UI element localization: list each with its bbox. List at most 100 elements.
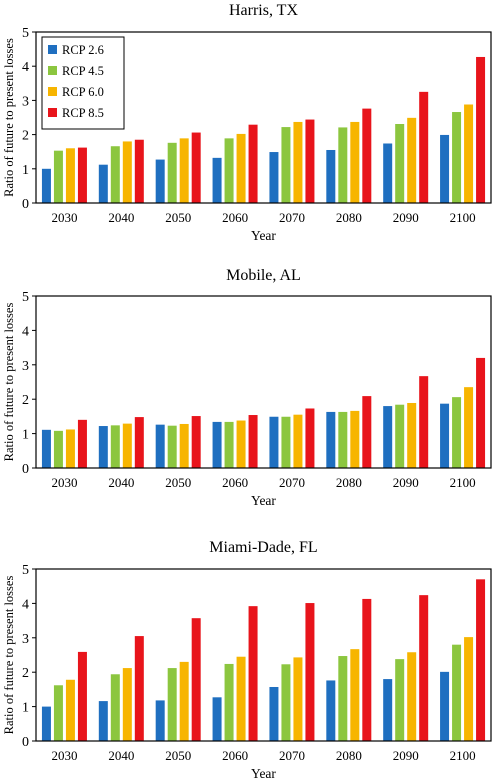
x-tick-label: 2040 <box>108 475 134 490</box>
x-tick-label: 2070 <box>279 210 305 225</box>
bar-rcp-4-5-2040 <box>110 674 120 741</box>
y-tick-label: 4 <box>22 60 29 75</box>
bar-rcp-2-6-2040 <box>98 701 108 741</box>
bar-rcp-6-0-2050 <box>179 138 189 203</box>
bar-rcp-2-6-2050 <box>155 700 165 741</box>
x-tick-label: 2100 <box>450 475 476 490</box>
y-tick-label: 5 <box>22 290 29 305</box>
bar-rcp-8-5-2030 <box>77 419 87 468</box>
bar-rcp-4-5-2100 <box>452 644 462 741</box>
bar-rcp-4-5-2050 <box>167 142 177 203</box>
x-tick-label: 2040 <box>108 748 134 763</box>
bar-rcp-2-6-2080 <box>326 149 336 203</box>
legend-swatch <box>48 45 57 54</box>
y-tick-label: 3 <box>22 632 29 647</box>
bar-rcp-2-6-2100 <box>440 403 450 468</box>
bar-rcp-8-5-2090 <box>419 595 429 741</box>
bar-rcp-2-6-2040 <box>98 426 108 468</box>
bar-rcp-6-0-2060 <box>236 133 246 203</box>
bar-rcp-2-6-2060 <box>212 697 222 741</box>
x-tick-label: 2070 <box>279 748 305 763</box>
x-tick-label: 2040 <box>108 210 134 225</box>
bar-rcp-6-0-2070 <box>293 657 303 741</box>
bar-rcp-4-5-2050 <box>167 425 177 468</box>
bar-rcp-8-5-2050 <box>191 618 201 741</box>
y-tick-label: 2 <box>22 393 29 408</box>
y-tick-label: 3 <box>22 94 29 109</box>
bar-rcp-8-5-2070 <box>305 408 315 468</box>
bar-rcp-6-0-2060 <box>236 420 246 468</box>
legend-label: RCP 6.0 <box>62 85 104 99</box>
y-tick-label: 4 <box>22 324 29 339</box>
bar-rcp-4-5-2100 <box>452 112 462 203</box>
legend-label: RCP 4.5 <box>62 64 104 78</box>
bar-rcp-4-5-2040 <box>110 425 120 468</box>
bar-rcp-2-6-2090 <box>383 406 393 468</box>
bar-rcp-8-5-2040 <box>134 417 144 468</box>
bar-rcp-6-0-2070 <box>293 121 303 203</box>
bar-rcp-8-5-2070 <box>305 119 315 203</box>
legend-label: RCP 2.6 <box>62 43 104 57</box>
x-axis-label: Year <box>251 228 276 243</box>
bar-rcp-8-5-2040 <box>134 139 144 203</box>
bar-rcp-8-5-2080 <box>362 598 372 741</box>
y-tick-label: 0 <box>22 735 29 750</box>
bar-rcp-8-5-2060 <box>248 606 258 741</box>
bar-rcp-2-6-2080 <box>326 411 336 468</box>
x-tick-label: 2050 <box>165 748 191 763</box>
x-tick-label: 2090 <box>393 475 419 490</box>
y-tick-label: 4 <box>22 597 29 612</box>
bar-rcp-6-0-2090 <box>407 652 417 741</box>
x-tick-label: 2050 <box>165 210 191 225</box>
chart-miami-dade: Miami-Dade, FL 0 1 2 3 4 5 Ratio of future to p… <box>2 539 492 780</box>
bar-rcp-4-5-2100 <box>452 397 462 468</box>
bar-rcp-4-5-2070 <box>281 416 291 468</box>
y-tick-label: 1 <box>22 701 29 716</box>
y-axis-label: Ratio of future to present losses <box>2 38 16 197</box>
bar-rcp-2-6-2030 <box>41 168 51 203</box>
y-tick-label: 1 <box>22 428 29 443</box>
bar-rcp-2-6-2090 <box>383 143 393 203</box>
y-tick-label: 3 <box>22 359 29 374</box>
bar-rcp-8-5-2090 <box>419 91 429 203</box>
bar-rcp-6-0-2040 <box>122 423 132 468</box>
bar-rcp-4-5-2060 <box>224 663 234 741</box>
x-tick-label: 2080 <box>336 748 362 763</box>
bar-rcp-4-5-2030 <box>53 430 63 468</box>
bar-rcp-6-0-2100 <box>464 637 474 741</box>
bar-rcp-2-6-2030 <box>41 706 51 741</box>
y-tick-label: 5 <box>22 26 29 41</box>
bar-rcp-8-5-2050 <box>191 416 201 468</box>
bar-rcp-4-5-2080 <box>338 411 348 468</box>
bar-rcp-6-0-2040 <box>122 668 132 741</box>
legend-swatch <box>48 66 57 75</box>
chart-title: Miami-Dade, FL <box>209 539 317 556</box>
bar-rcp-6-0-2060 <box>236 656 246 741</box>
legend-label: RCP 8.5 <box>62 106 104 120</box>
x-tick-label: 2060 <box>222 210 248 225</box>
bar-rcp-6-0-2080 <box>350 121 360 203</box>
legend-swatch <box>48 108 57 117</box>
y-tick-label: 0 <box>22 197 29 212</box>
y-axis-label: Ratio of future to present losses <box>2 576 16 735</box>
y-tick-label: 1 <box>22 163 29 178</box>
bar-rcp-2-6-2100 <box>440 134 450 203</box>
chart-mobile: Mobile, AL 0 1 2 3 4 5 Ratio of future to prese… <box>2 267 492 508</box>
y-tick-label: 2 <box>22 129 29 144</box>
bar-rcp-4-5-2090 <box>395 404 405 468</box>
bar-rcp-2-6-2090 <box>383 679 393 741</box>
bar-rcp-4-5-2060 <box>224 138 234 203</box>
bar-rcp-6-0-2100 <box>464 387 474 468</box>
bar-rcp-4-5-2070 <box>281 664 291 741</box>
bar-rcp-6-0-2030 <box>65 429 75 468</box>
bar-rcp-6-0-2090 <box>407 117 417 203</box>
x-tick-label: 2030 <box>51 748 77 763</box>
bar-rcp-2-6-2050 <box>155 159 165 203</box>
bar-rcp-6-0-2070 <box>293 414 303 468</box>
bar-rcp-4-5-2060 <box>224 421 234 468</box>
bar-rcp-6-0-2040 <box>122 141 132 203</box>
bar-rcp-2-6-2070 <box>269 416 279 468</box>
bar-rcp-8-5-2080 <box>362 396 372 468</box>
bar-rcp-2-6-2080 <box>326 680 336 741</box>
x-tick-label: 2090 <box>393 210 419 225</box>
